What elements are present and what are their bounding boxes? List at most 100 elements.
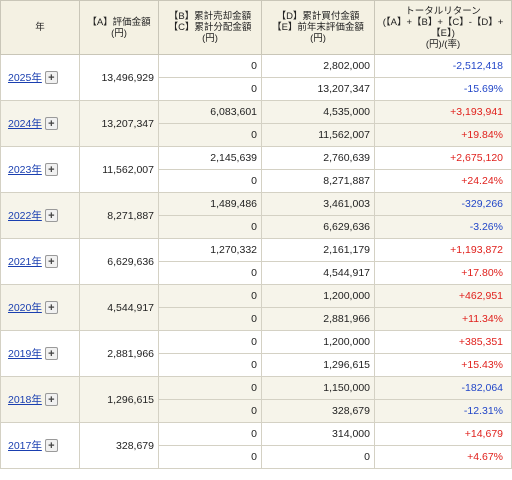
purchases-cell: 314,000 — [261, 422, 375, 446]
header-total-return: トータルリターン (【A】+【B】+【C】-【D】+ 【E】) (円)/(率) — [374, 0, 512, 55]
header-sales-distributions: 【B】累計売却金額 【C】累計分配金額 (円) — [158, 0, 262, 55]
expand-plus-icon[interactable]: + — [44, 439, 58, 453]
expand-plus-icon[interactable]: + — [44, 347, 58, 361]
header-total-return-unit: (円)/(率) — [425, 38, 461, 50]
valuation-cell: 1,296,615 — [79, 376, 159, 423]
year-link[interactable]: 2018年 — [8, 393, 42, 406]
year-cell: 2017年 + — [0, 422, 80, 469]
header-total-return-formula1: (【A】+【B】+【C】-【D】+ — [382, 16, 504, 28]
purchases-cell: 2,161,179 — [261, 238, 375, 262]
valuation-cell: 13,496,929 — [79, 54, 159, 101]
prev-valuation-cell: 11,562,007 — [261, 123, 375, 147]
return-rate-cell: +11.34% — [374, 307, 512, 331]
header-total-return-title: トータルリターン — [405, 5, 481, 17]
prev-valuation-cell: 13,207,347 — [261, 77, 375, 101]
sales-cell: 0 — [158, 284, 262, 308]
table-row: 0 8,271,887 +24.24% — [1, 169, 512, 193]
return-amount-cell: +385,351 — [374, 330, 512, 354]
valuation-cell: 4,544,917 — [79, 284, 159, 331]
distributions-cell: 0 — [158, 261, 262, 285]
header-total-return-formula2: 【E】) — [431, 27, 455, 39]
year-link[interactable]: 2023年 — [8, 163, 42, 176]
year-link[interactable]: 2020年 — [8, 301, 42, 314]
expand-plus-icon[interactable]: + — [44, 163, 58, 177]
prev-valuation-cell: 8,271,887 — [261, 169, 375, 193]
table-row: 0 6,629,636 -3.26% — [1, 215, 512, 239]
return-rate-cell: +19.84% — [374, 123, 512, 147]
valuation-cell: 13,207,347 — [79, 100, 159, 147]
sales-cell: 1,489,486 — [158, 192, 262, 216]
return-amount-cell: -182,064 — [374, 376, 512, 400]
distributions-cell: 0 — [158, 353, 262, 377]
prev-valuation-cell: 0 — [261, 445, 375, 469]
expand-plus-icon[interactable]: + — [44, 301, 58, 315]
year-cell: 2020年 + — [0, 284, 80, 331]
year-link[interactable]: 2025年 — [8, 71, 42, 84]
distributions-cell: 0 — [158, 215, 262, 239]
return-rate-cell: -15.69% — [374, 77, 512, 101]
header-prev-valuation-line: 【E】前年末評価金額 — [272, 22, 364, 33]
table-row: 0 328,679 -12.31% — [1, 399, 512, 423]
table-row: 0 2,881,966 +11.34% — [1, 307, 512, 331]
table-row: 2018年 +1,296,615 0 1,150,000 -182,064 — [0, 376, 512, 423]
year-link[interactable]: 2017年 — [8, 439, 42, 452]
table-row: 0 1,296,615 +15.43% — [1, 353, 512, 377]
prev-valuation-cell: 1,296,615 — [261, 353, 375, 377]
table-row: 2022年 +8,271,887 1,489,486 3,461,003 -329,26… — [0, 192, 512, 239]
header-purchases-prev-valuation: 【D】累計買付金額 【E】前年末評価金額 (円) — [261, 0, 375, 55]
year-link[interactable]: 2022年 — [8, 209, 42, 222]
purchases-cell: 1,200,000 — [261, 284, 375, 308]
valuation-cell: 8,271,887 — [79, 192, 159, 239]
distributions-cell: 0 — [158, 445, 262, 469]
return-rate-cell: -12.31% — [374, 399, 512, 423]
table-row: 0 13,207,347 -15.69% — [1, 77, 512, 101]
valuation-cell: 2,881,966 — [79, 330, 159, 377]
year-cell: 2018年 + — [0, 376, 80, 423]
table-row: 0 0 +4.67% — [1, 445, 512, 469]
purchases-cell: 2,802,000 — [261, 54, 375, 78]
expand-plus-icon[interactable]: + — [44, 117, 58, 131]
return-rate-cell: +4.67% — [374, 445, 512, 469]
prev-valuation-cell: 6,629,636 — [261, 215, 375, 239]
year-cell: 2025年 + — [0, 54, 80, 101]
sales-cell: 0 — [158, 54, 262, 78]
year-cell: 2022年 + — [0, 192, 80, 239]
purchases-cell: 4,535,000 — [261, 100, 375, 124]
purchases-cell: 1,200,000 — [261, 330, 375, 354]
distributions-cell: 0 — [158, 123, 262, 147]
return-rate-cell: +15.43% — [374, 353, 512, 377]
header-bc-unit: (円) — [202, 33, 218, 44]
header-valuation: 【A】評価金額 (円) — [79, 0, 159, 55]
expand-plus-icon[interactable]: + — [44, 393, 58, 407]
header-de-unit: (円) — [310, 33, 326, 44]
expand-plus-icon[interactable]: + — [44, 71, 58, 85]
sales-cell: 0 — [158, 330, 262, 354]
year-link[interactable]: 2021年 — [8, 255, 42, 268]
sales-cell: 0 — [158, 422, 262, 446]
table-row: 2017年 +328,679 0 314,000 +14,679 — [0, 422, 512, 469]
year-link[interactable]: 2024年 — [8, 117, 42, 130]
table-row: 2024年 +13,207,347 6,083,601 4,535,000 +3,193… — [0, 100, 512, 147]
prev-valuation-cell: 328,679 — [261, 399, 375, 423]
year-cell: 2021年 + — [0, 238, 80, 285]
return-rate-cell: -3.26% — [374, 215, 512, 239]
table-body: 2025年 +13,496,929 0 2,802,000 -2,512,418 0 13,… — [0, 54, 512, 469]
year-link[interactable]: 2019年 — [8, 347, 42, 360]
sales-cell: 0 — [158, 376, 262, 400]
return-amount-cell: -329,266 — [374, 192, 512, 216]
distributions-cell: 0 — [158, 77, 262, 101]
header-valuation-line1: 【A】評価金額 — [87, 16, 151, 28]
table-row: 0 4,544,917 +17.80% — [1, 261, 512, 285]
return-amount-cell: +462,951 — [374, 284, 512, 308]
table-row: 0 11,562,007 +19.84% — [1, 123, 512, 147]
header-year: 年 — [0, 0, 80, 55]
distributions-cell: 0 — [158, 169, 262, 193]
expand-plus-icon[interactable]: + — [44, 209, 58, 223]
prev-valuation-cell: 4,544,917 — [261, 261, 375, 285]
return-amount-cell: +3,193,941 — [374, 100, 512, 124]
return-amount-cell: +14,679 — [374, 422, 512, 446]
header-valuation-unit: (円) — [111, 27, 127, 39]
sales-cell: 2,145,639 — [158, 146, 262, 170]
expand-plus-icon[interactable]: + — [44, 255, 58, 269]
